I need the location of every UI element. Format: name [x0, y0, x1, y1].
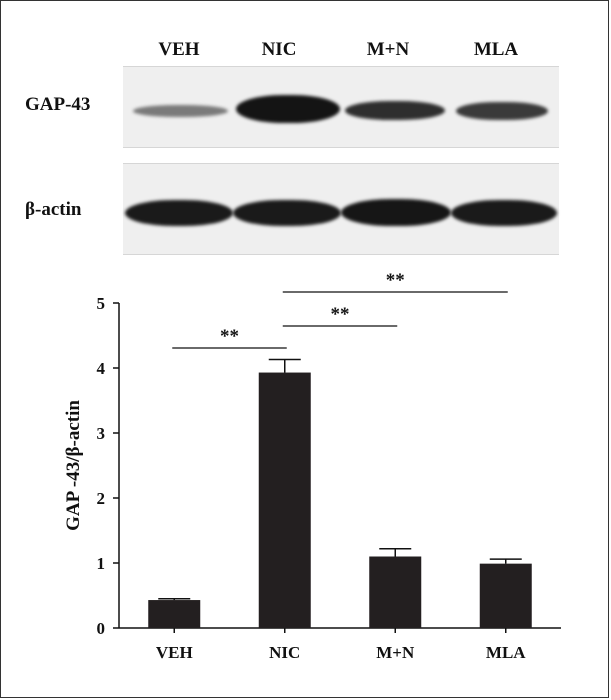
y-tick-label: 5	[97, 294, 106, 313]
y-tick-label: 1	[97, 554, 106, 573]
beta-actin-band-mla	[451, 200, 557, 226]
significance-label: **	[331, 304, 350, 325]
gap43-band-mn	[345, 101, 445, 120]
significance-label: **	[386, 270, 405, 291]
gap43-band-veh	[133, 105, 228, 117]
y-tick-label: 2	[97, 489, 106, 508]
blot-row-label-beta-actin: β-actin	[25, 199, 82, 220]
gap43-blot-image	[123, 66, 559, 148]
blot-lane-label-mn: M+N	[366, 39, 410, 60]
significance-label: **	[220, 326, 239, 347]
beta-actin-blot-image	[123, 163, 559, 255]
bar	[369, 556, 422, 628]
y-tick-label: 3	[97, 424, 106, 443]
blot-lane-label-nic: NIC	[261, 39, 297, 60]
beta-actin-band-nic	[233, 200, 341, 226]
blot-lane-label-veh: VEH	[158, 39, 200, 60]
bar	[148, 600, 201, 628]
beta-actin-band-mn	[341, 199, 451, 226]
gap43-band-nic	[236, 95, 340, 123]
bar	[479, 563, 532, 628]
y-axis-title: GAP -43/β-actin	[63, 400, 84, 531]
blot-row-label-gap43: GAP-43	[25, 94, 91, 115]
beta-actin-band-veh	[125, 200, 233, 226]
x-tick-label: M+N	[376, 643, 415, 662]
y-tick-label: 4	[97, 359, 106, 378]
x-tick-label: MLA	[486, 643, 526, 662]
y-tick-label: 0	[97, 619, 106, 638]
x-tick-label: NIC	[269, 643, 300, 662]
x-tick-label: VEH	[156, 643, 193, 662]
bar	[258, 372, 311, 628]
blot-lane-label-mla: MLA	[473, 39, 519, 60]
gap43-band-mla	[456, 102, 548, 120]
